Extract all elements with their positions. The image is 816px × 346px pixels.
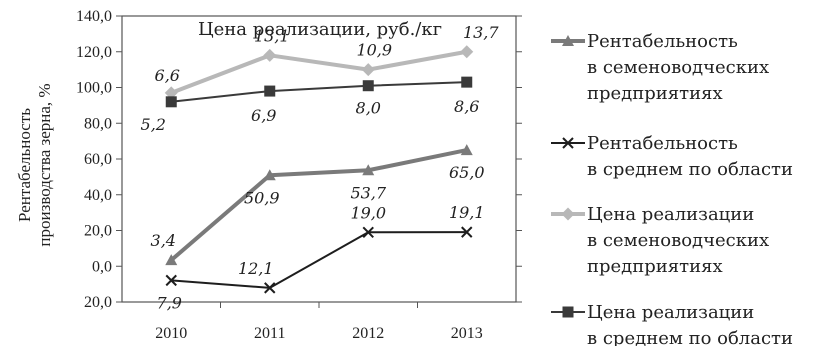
series-0-point: [362, 164, 375, 176]
data-label: 8,0: [356, 99, 381, 118]
series-line-1: [171, 231, 467, 289]
legend-label: предприятиях: [587, 83, 723, 104]
data-label: 19,1: [449, 203, 485, 222]
series-1-point: [264, 282, 276, 294]
data-label: 50,9: [244, 188, 280, 207]
data-label: 7,9: [157, 293, 182, 312]
series-line-3: [171, 81, 467, 103]
legend-label: в среднем по области: [587, 328, 793, 346]
series-line-0: [169, 148, 468, 262]
data-label: 13,1: [254, 26, 290, 45]
series-3-point: [165, 96, 177, 108]
y-tick-label: 80,0: [84, 115, 112, 132]
legend-marker-1: [562, 137, 574, 149]
series-3-point: [362, 80, 374, 92]
data-label: 10,9: [356, 41, 392, 60]
legend-label: в семеноводческих: [587, 57, 769, 78]
series-2-point: [263, 48, 277, 62]
data-label: 3,4: [151, 231, 176, 250]
series-1-point: [165, 274, 177, 287]
data-label: 6,9: [251, 106, 276, 125]
y-tick-label: 140,0: [76, 8, 112, 25]
legend-marker-3: [562, 306, 574, 318]
legend-label: Рентабельность: [587, 31, 738, 52]
legend-label: в семеноводческих: [587, 230, 769, 251]
series-0-point: [263, 169, 276, 181]
y-tick-label: 20,0: [84, 223, 112, 240]
series-3-point: [264, 85, 276, 97]
series-3-point: [461, 76, 473, 88]
data-label: 6,6: [155, 66, 180, 85]
x-tick-label: 2010: [155, 325, 187, 342]
data-label: 8,6: [454, 97, 479, 116]
data-label: 53,7: [350, 183, 386, 202]
y-axis-label: Рентабельностьпроизводства зерна, %: [15, 83, 54, 246]
series-2-point: [460, 45, 474, 59]
y-tick-label: 120,0: [76, 44, 112, 61]
series-1-point: [461, 226, 473, 238]
y-tick-label: 60,0: [84, 151, 112, 168]
data-label: 19,0: [350, 203, 386, 222]
legend-label: Цена реализации: [587, 204, 754, 225]
series-2-point: [164, 86, 178, 100]
data-label: 5,2: [141, 115, 166, 134]
x-tick-label: 2012: [352, 325, 384, 342]
series-1-point: [362, 226, 374, 238]
x-tick-label: 2011: [254, 325, 285, 342]
data-label: 13,7: [463, 23, 499, 42]
data-label: 65,0: [449, 163, 485, 182]
legend-label: предприятиях: [587, 256, 723, 277]
legend-marker-2: [561, 207, 575, 221]
series-0-point: [460, 144, 473, 156]
y-tick-label: 0,0: [92, 258, 112, 275]
series-0-point: [165, 254, 178, 266]
chart-title: Цена реализации, руб./кг: [198, 19, 442, 40]
legend-label: Рентабельность: [587, 133, 738, 154]
legend-marker-0: [562, 35, 574, 46]
y-tick-label: 40,0: [84, 187, 112, 204]
y-tick-label: 20,0: [84, 294, 112, 311]
y-tick-label: 100,0: [76, 80, 112, 97]
series-line-2: [170, 49, 468, 95]
x-tick-label: 2013: [451, 325, 483, 342]
legend-label: Цена реализации: [587, 302, 754, 323]
legend-label: в среднем по области: [587, 159, 793, 180]
series-2-point: [361, 63, 375, 77]
data-label: 12,1: [238, 259, 274, 278]
